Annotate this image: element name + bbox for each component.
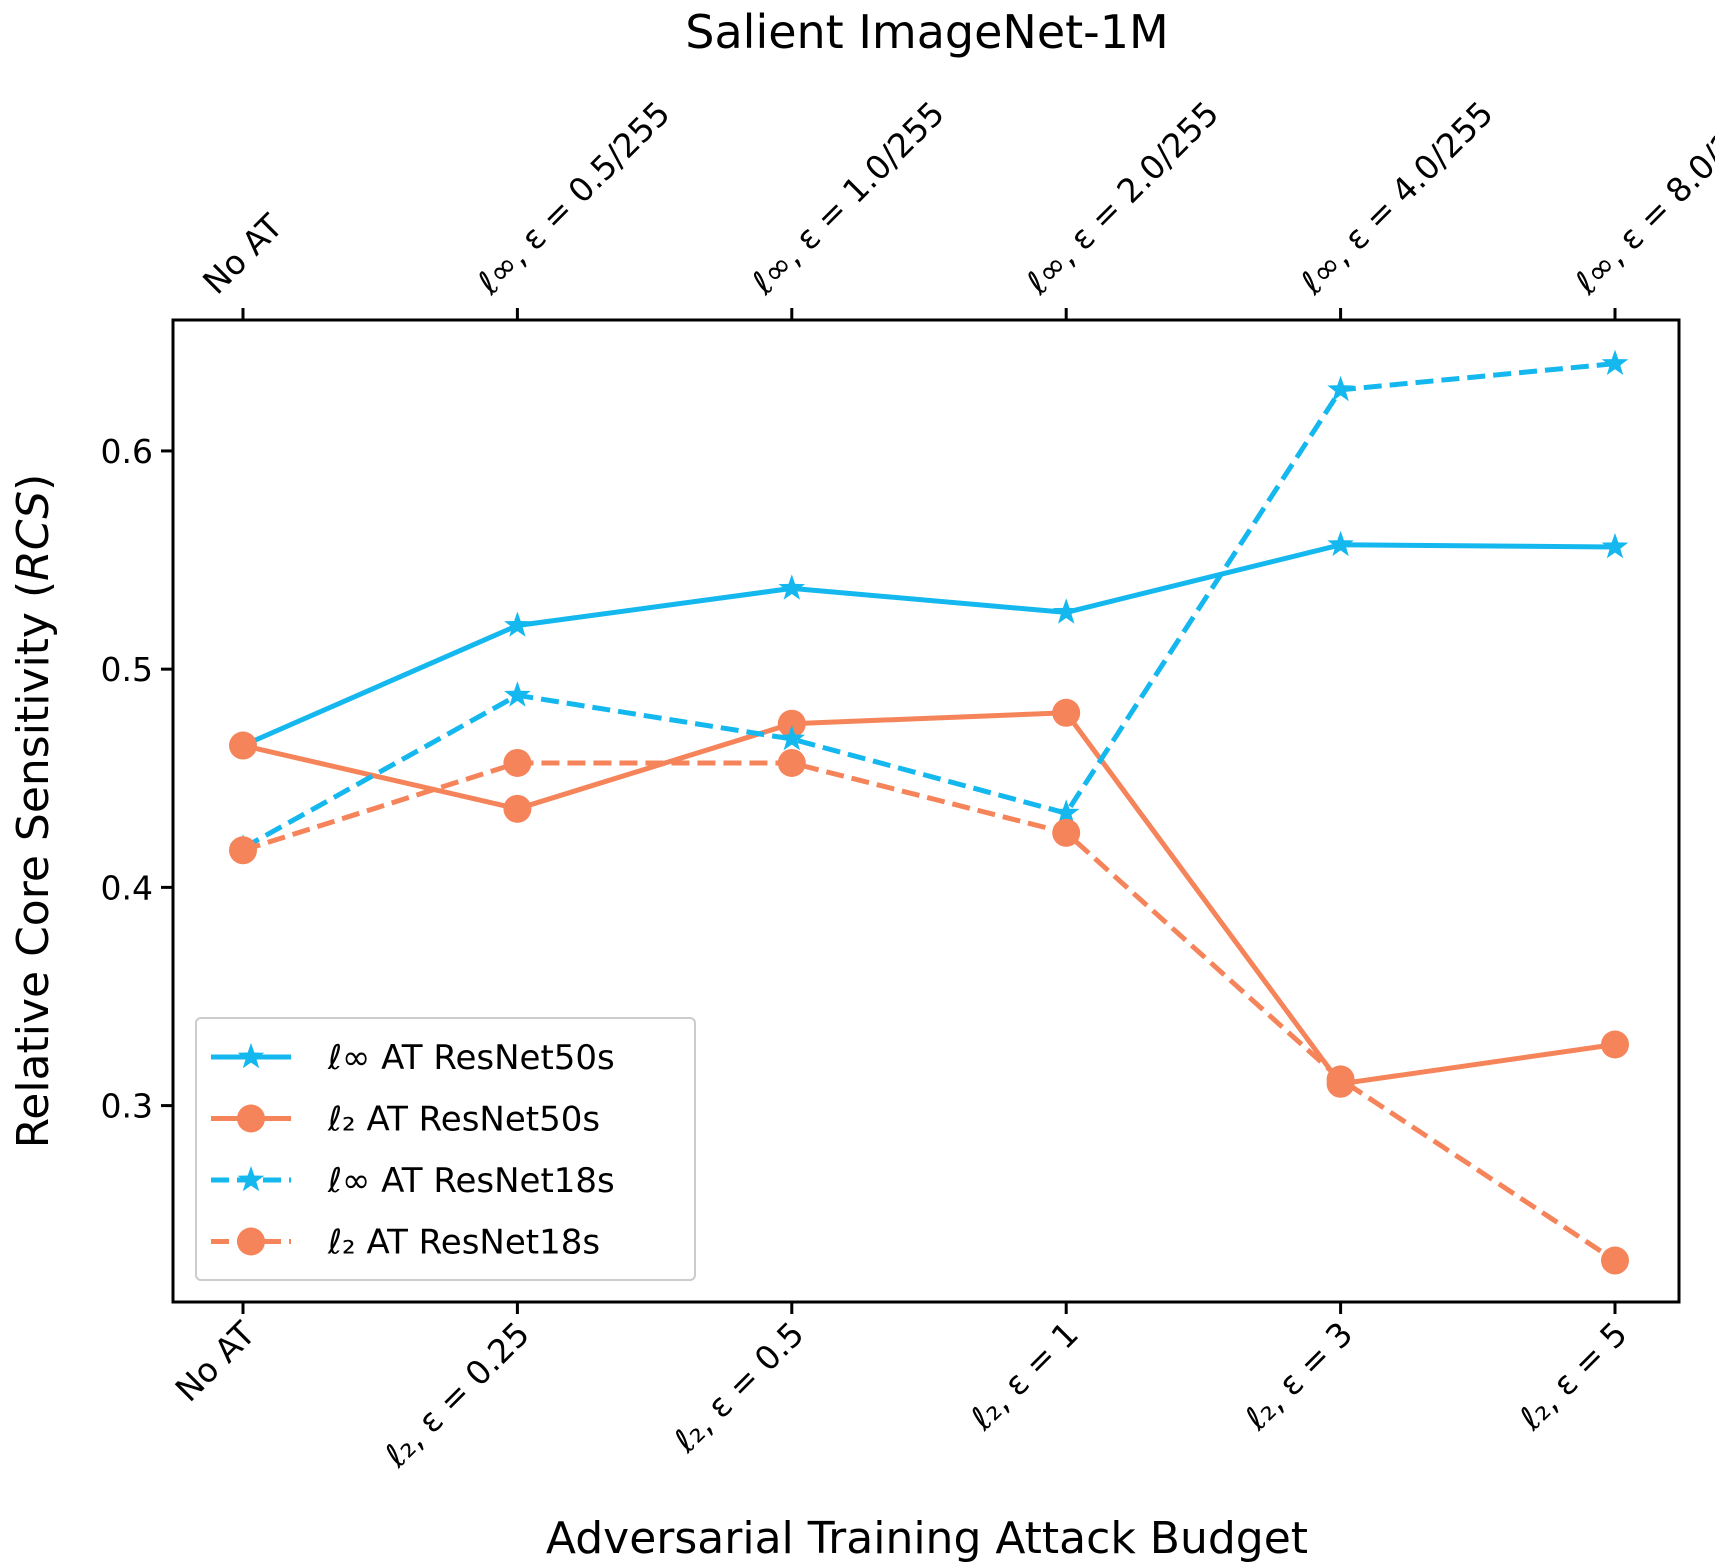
data-point [777, 748, 806, 777]
x-tick-label: ℓ₂, ε = 3 [1236, 1314, 1360, 1438]
legend-label: ℓ∞ AT ResNet18s [327, 1161, 615, 1201]
y-tick-label: 0.5 [101, 650, 153, 689]
plot-area-frame [171, 318, 1681, 1304]
legend: ℓ∞ AT ResNet50s ℓ₂ AT ResNet50s ℓ∞ AT ResN… [195, 1017, 696, 1281]
top-tick-label: ℓ∞, ε = 0.5/255 [469, 94, 678, 303]
series-1 [229, 530, 1629, 757]
top-tick-label: No AT [195, 206, 291, 302]
x-tick-label: ℓ₂, ε = 0.5 [665, 1314, 811, 1460]
data-point [503, 794, 532, 823]
top-tick-label: ℓ∞, ε = 4.0/255 [1292, 94, 1501, 303]
data-point [1052, 818, 1081, 847]
legend-box [195, 1017, 696, 1281]
data-point [229, 731, 257, 760]
x-tick-label: ℓ₂, ε = 1 [962, 1314, 1086, 1438]
data-point [1601, 1246, 1629, 1275]
data-point [1326, 1065, 1355, 1094]
legend-swatch-marker [237, 1166, 265, 1192]
data-point [777, 709, 806, 738]
legend-swatch-marker [237, 1043, 265, 1069]
y-axis-title: Relative Core Sensitivity (RCS) [8, 474, 59, 1149]
y-axis-title-end: ) [8, 474, 59, 491]
data-point [1601, 533, 1629, 559]
legend-label: ℓ∞ AT ResNet50s [327, 1038, 615, 1078]
x-axis-title: Adversarial Training Attack Budget [546, 1513, 1308, 1564]
x-axis-top: No AT ℓ∞, ε = 0.5/255 ℓ∞, ε = 1.0/255 ℓ∞, ε… [195, 94, 1715, 320]
series-layer [229, 349, 1629, 1275]
data-point [778, 574, 806, 600]
data-point [1601, 349, 1629, 375]
x-tick-label: No AT [168, 1313, 264, 1409]
y-axis-title-main: Relative Core Sensitivity ( [8, 581, 59, 1148]
y-tick-label: 0.3 [101, 1087, 153, 1126]
data-point [1052, 799, 1080, 825]
series-line [241, 361, 1616, 851]
series-3 [229, 349, 1629, 860]
series-line [242, 710, 1616, 1087]
legend-item: ℓ₂ AT ResNet50s [211, 1100, 600, 1140]
series-line [242, 760, 1617, 1263]
legend-swatch-marker [237, 1104, 265, 1133]
top-tick-label: ℓ∞, ε = 1.0/255 [743, 94, 952, 303]
x-tick-label: ℓ₂, ε = 0.25 [376, 1314, 537, 1475]
series-4 [229, 748, 1629, 1275]
chart-title: Salient ImageNet-1M [685, 5, 1168, 59]
data-point [1052, 598, 1080, 624]
data-point [778, 725, 806, 751]
data-point [229, 836, 257, 865]
legend-item: ℓ∞ AT ResNet18s [211, 1161, 615, 1201]
data-point [1327, 375, 1354, 402]
legend-item: ℓ₂ AT ResNet18s [211, 1223, 600, 1263]
x-tick-label: ℓ₂, ε = 5 [1511, 1314, 1635, 1438]
top-tick-label: ℓ∞, ε = 2.0/255 [1018, 94, 1227, 303]
legend-swatch-marker [237, 1227, 265, 1256]
data-point [1052, 698, 1081, 727]
data-point [1327, 530, 1354, 557]
data-point [504, 611, 531, 637]
data-point [503, 748, 532, 777]
series-line [241, 542, 1616, 748]
y-tick-label: 0.4 [101, 868, 153, 907]
data-point [504, 681, 531, 707]
legend-item: ℓ∞ AT ResNet50s [211, 1038, 615, 1078]
x-axis-bottom: No AT ℓ₂, ε = 0.25 ℓ₂, ε = 0.5 ℓ₂, ε = 1 ℓ₂,… [168, 1302, 1635, 1475]
y-tick-label: 0.6 [101, 432, 153, 471]
top-tick-label: ℓ∞, ε = 8.0/255 [1566, 94, 1715, 303]
data-point [1601, 1030, 1629, 1059]
legend-label: ℓ₂ AT ResNet50s [327, 1100, 600, 1140]
y-axis: 0.3 0.4 0.5 0.6 [101, 432, 173, 1126]
legend-label: ℓ₂ AT ResNet18s [327, 1223, 600, 1263]
y-axis-title-italic: RCS [8, 491, 59, 581]
